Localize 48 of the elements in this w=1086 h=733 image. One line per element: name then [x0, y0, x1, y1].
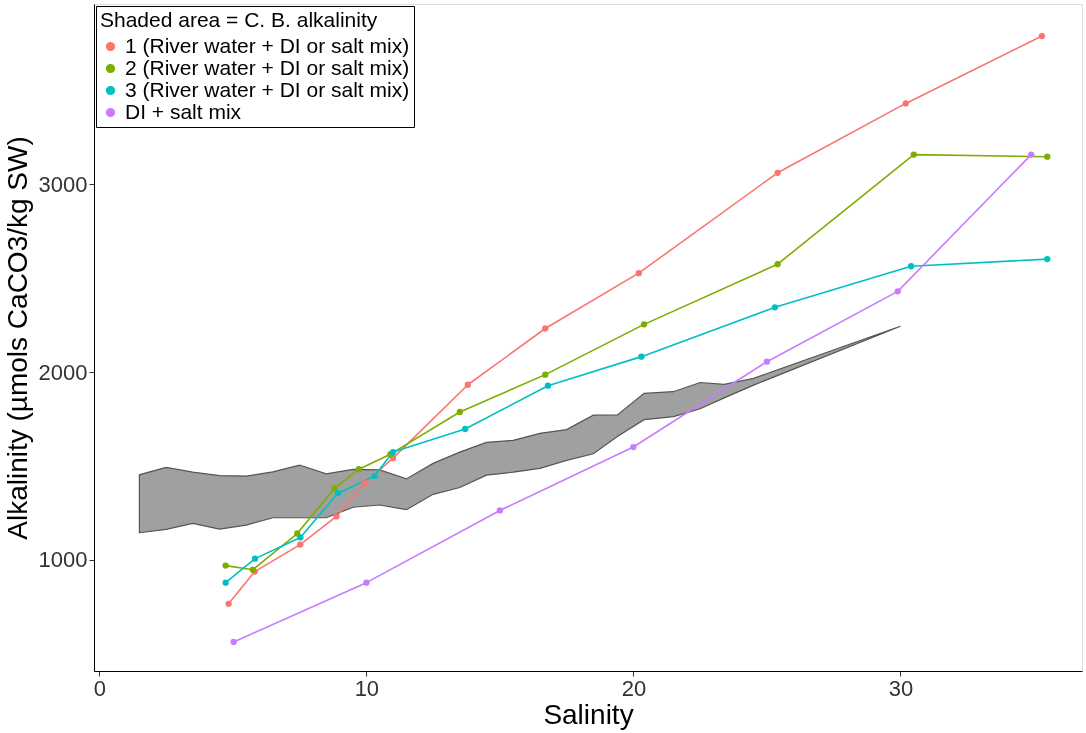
point [456, 408, 463, 416]
point [333, 513, 340, 520]
point [630, 443, 637, 451]
point [638, 353, 645, 360]
point [361, 480, 368, 487]
point [640, 321, 648, 328]
point [1038, 32, 1046, 40]
point [907, 263, 915, 270]
point [774, 169, 781, 176]
point [464, 381, 471, 388]
point [1028, 151, 1035, 158]
point [297, 534, 304, 541]
point [334, 490, 341, 497]
y-tick-label: 1000 [38, 547, 88, 573]
point [296, 541, 304, 548]
point [1044, 153, 1051, 160]
point [763, 358, 771, 365]
point [771, 304, 779, 311]
legend-label: 1 (River water + DI or salt mix) [125, 33, 410, 57]
point [910, 151, 917, 158]
point [222, 562, 229, 569]
point [542, 371, 549, 378]
point [331, 485, 338, 492]
point [544, 382, 552, 389]
x-axis-title: Salinity [543, 698, 634, 730]
y-axis-title: Alkalinity (µmols CaCO3/kg SW) [1, 136, 33, 540]
x-tick-label: 0 [93, 675, 106, 701]
legend-title: Shaded area = C. B. alkalinity [100, 8, 378, 31]
y-tick-label: 2000 [38, 359, 88, 385]
x-tick-label: 30 [888, 675, 914, 701]
point [371, 472, 378, 480]
point [462, 425, 469, 433]
y-tick-label: 3000 [38, 171, 88, 197]
point [542, 325, 549, 332]
point [355, 466, 363, 473]
point [902, 100, 909, 107]
point [225, 600, 232, 608]
point [363, 579, 370, 586]
point [230, 638, 237, 646]
point [1044, 255, 1051, 263]
point [635, 270, 642, 277]
x-tick-label: 10 [354, 675, 380, 701]
point [251, 555, 259, 562]
point [894, 288, 901, 295]
point [222, 579, 229, 586]
point [496, 507, 504, 514]
x-tick-label: 20 [621, 675, 647, 701]
point [774, 261, 781, 268]
